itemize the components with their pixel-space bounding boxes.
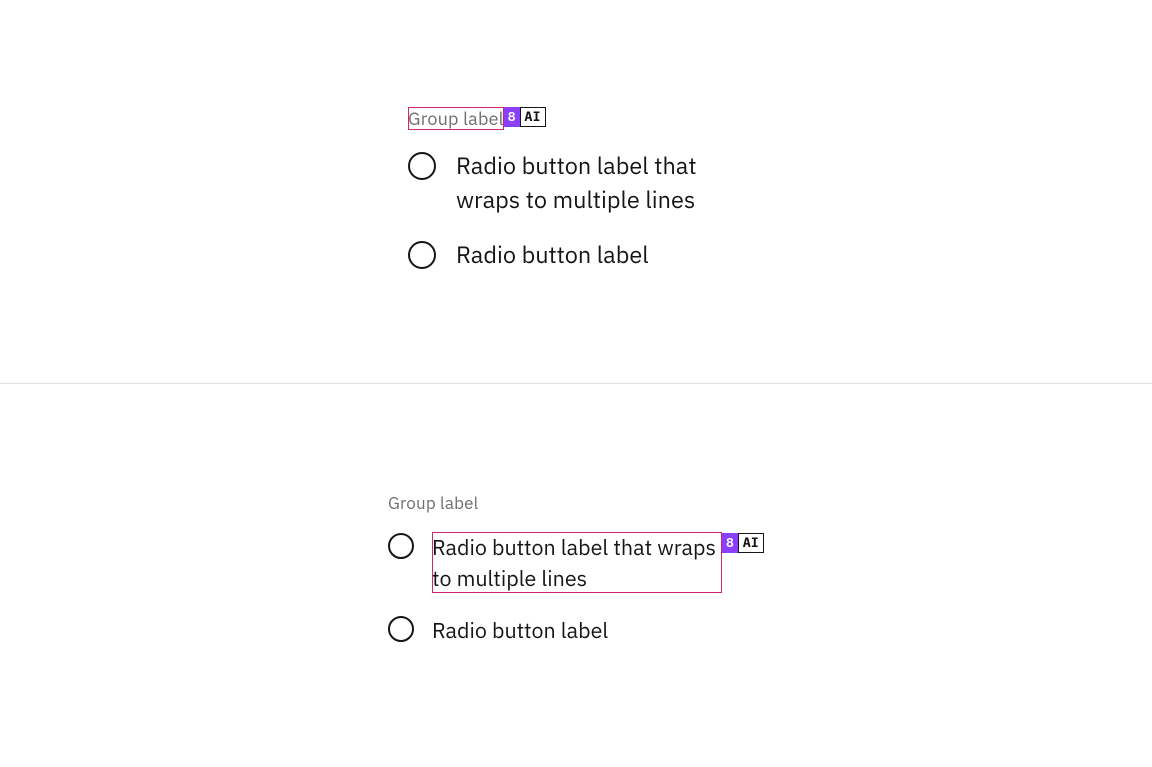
annotation-ai-badge: AI (738, 533, 764, 553)
annotation-ai-badge: AI (520, 107, 546, 127)
radio-item-label: Radio button label (456, 239, 649, 272)
annotation-number-badge: 8 (722, 533, 738, 553)
radio-item[interactable]: Radio button label (408, 239, 756, 272)
radio-button-icon[interactable] (408, 241, 436, 269)
radio-group-label: Group label (408, 107, 504, 130)
radio-button-icon[interactable] (388, 616, 414, 642)
radio-item[interactable]: Radio button label that wraps to multipl… (408, 150, 756, 217)
radio-group-label: Group label (388, 492, 478, 514)
annotation-badge-pair: 8AI (504, 107, 546, 127)
radio-button-icon[interactable] (408, 152, 436, 180)
radio-item-label: Radio button label (432, 615, 608, 646)
radio-options-list: Radio button label that wraps to multipl… (408, 150, 756, 272)
radio-button-icon[interactable] (388, 533, 414, 559)
example-panel-top: Group label8AI Radio button label that w… (0, 0, 1152, 383)
radio-item[interactable]: Radio button label (388, 615, 764, 646)
radio-group: Group label Radio button label that wrap… (388, 492, 764, 668)
annotation-badge-pair: 8AI (722, 533, 764, 553)
radio-options-list: Radio button label that wraps to multipl… (388, 532, 764, 646)
radio-item-label: Radio button label that wraps to multipl… (456, 150, 756, 217)
radio-group: Group label8AI Radio button label that w… (408, 107, 756, 272)
radio-item-label: Radio button label that wraps to multipl… (432, 532, 722, 593)
radio-item[interactable]: Radio button label that wraps to multipl… (388, 532, 764, 593)
example-panel-bottom: Group label Radio button label that wrap… (0, 384, 1152, 767)
annotation-number-badge: 8 (504, 107, 520, 127)
